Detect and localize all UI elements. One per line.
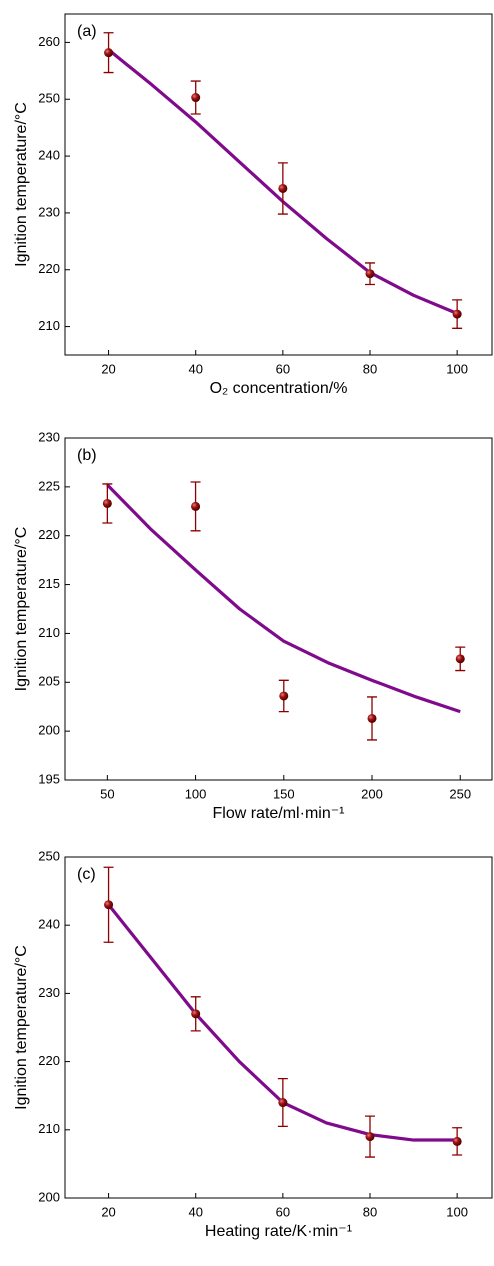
x-tick-label: 80 (363, 1204, 377, 1219)
data-point (365, 269, 375, 279)
x-axis-title: Flow rate/ml·min⁻¹ (212, 805, 344, 822)
data-point (191, 1009, 201, 1019)
data-point (455, 654, 465, 664)
y-tick-label: 230 (38, 429, 60, 444)
x-tick-label: 50 (100, 786, 114, 801)
y-tick-label: 210 (38, 318, 60, 333)
data-point (104, 48, 114, 58)
plot-frame (64, 437, 493, 781)
y-tick-label: 250 (38, 91, 60, 106)
plot-frame (64, 13, 493, 356)
y-tick-label: 210 (38, 1121, 60, 1136)
x-axis-title: Heating rate/K·min⁻¹ (205, 1223, 352, 1240)
y-tick-label: 195 (38, 771, 60, 786)
data-point (452, 309, 462, 319)
x-tick-label: 60 (276, 1204, 290, 1219)
x-tick-label: 100 (446, 361, 468, 376)
panel: 195 200 205 210 215 220 225 230 50 100 150 200 250 Fl… (13, 429, 493, 822)
x-tick-label: 20 (101, 361, 115, 376)
y-tick-label: 240 (38, 917, 60, 932)
y-tick-label: 230 (38, 204, 60, 219)
x-tick-label: 250 (449, 786, 471, 801)
panel: 200 210 220 230 240 250 20 40 60 80 100 Heating rat… (13, 848, 493, 1240)
fit-curve (106, 483, 461, 714)
data-point (278, 183, 288, 193)
y-tick-label: 260 (38, 34, 60, 49)
y-axis-title: Ignition temperature/°C (13, 527, 30, 692)
data-point (452, 1136, 462, 1146)
y-tick-label: 205 (38, 674, 60, 689)
x-tick-label: 20 (101, 1204, 115, 1219)
x-tick-label: 40 (188, 361, 202, 376)
panel: 210 220 230 240 250 260 20 40 60 80 100 O₂ concentr… (13, 13, 493, 397)
y-tick-label: 200 (38, 723, 60, 738)
y-tick-label: 210 (38, 625, 60, 640)
x-tick-label: 150 (273, 786, 295, 801)
data-point (278, 1098, 288, 1108)
x-tick-label: 60 (276, 361, 290, 376)
panel-label: (a) (77, 23, 97, 40)
data-point (191, 501, 201, 511)
y-tick-label: 220 (38, 1053, 60, 1068)
x-tick-label: 40 (188, 1204, 202, 1219)
data-point (104, 900, 114, 910)
x-tick-label: 100 (185, 786, 207, 801)
data-point (279, 691, 289, 701)
y-axis-title: Ignition temperature/°C (13, 102, 30, 267)
y-tick-label: 220 (38, 527, 60, 542)
y-axis-title: Ignition temperature/°C (13, 945, 30, 1110)
data-point (191, 93, 201, 103)
data-point (365, 1132, 375, 1142)
x-tick-label: 80 (363, 361, 377, 376)
y-tick-label: 225 (38, 478, 60, 493)
panel-label: (b) (77, 447, 97, 464)
data-point (102, 498, 112, 508)
y-tick-label: 200 (38, 1189, 60, 1204)
y-tick-label: 240 (38, 148, 60, 163)
y-tick-label: 230 (38, 985, 60, 1000)
plot-frame (64, 856, 493, 1199)
y-tick-label: 220 (38, 261, 60, 276)
x-axis-title: O₂ concentration/% (210, 380, 348, 397)
data-point (367, 713, 377, 723)
y-tick-label: 250 (38, 848, 60, 863)
panel-label: (c) (77, 866, 96, 883)
y-tick-label: 215 (38, 576, 60, 591)
x-tick-label: 100 (446, 1204, 468, 1219)
x-tick-label: 200 (361, 786, 383, 801)
